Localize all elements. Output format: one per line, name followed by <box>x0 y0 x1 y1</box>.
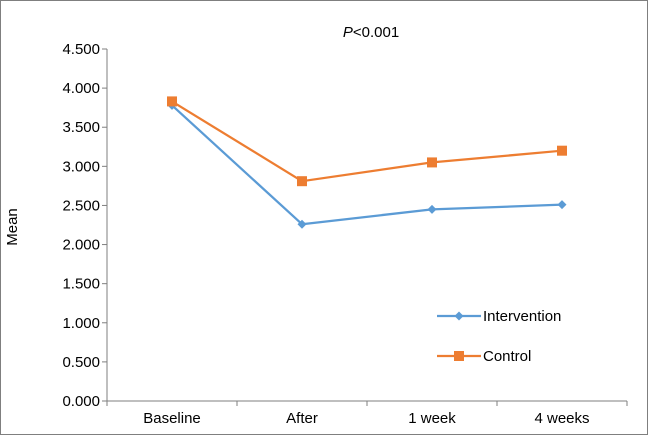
chart-title-italic: P <box>343 24 353 41</box>
control-series-line <box>171 100 563 183</box>
intervention-data-point <box>297 219 307 229</box>
control-data-point <box>557 145 567 156</box>
intervention-data-point <box>557 200 567 210</box>
y-tick-label: 1.500 <box>62 276 100 293</box>
control-data-point <box>297 176 307 187</box>
y-tick-label: 3.500 <box>62 119 100 136</box>
x-tick-label: 4 weeks <box>534 410 589 427</box>
control-legend-swatch-marker <box>454 351 464 361</box>
y-tick-label: 0.500 <box>62 354 100 371</box>
intervention-legend-swatch-marker <box>454 311 464 321</box>
x-tick-label: After <box>286 410 318 427</box>
y-axis-label: Mean <box>4 208 21 246</box>
chart-title-rest: <0.001 <box>353 24 399 41</box>
intervention-series-line <box>171 104 563 226</box>
x-tick-label: 1 week <box>408 410 456 427</box>
intervention-legend-label: Intervention <box>483 308 561 325</box>
intervention-data-point <box>427 204 437 214</box>
y-tick-label: 0.000 <box>62 393 100 410</box>
y-tick-label: 3.000 <box>62 158 100 175</box>
y-tick-label: 4.000 <box>62 80 100 97</box>
control-data-point <box>427 157 437 168</box>
control-legend-label: Control <box>483 348 531 365</box>
y-tick-label: 2.000 <box>62 237 100 254</box>
y-tick-label: 1.000 <box>62 315 100 332</box>
x-tick-label: Baseline <box>143 410 201 427</box>
y-tick-label: 4.500 <box>62 41 100 58</box>
control-data-point <box>167 96 177 107</box>
chart-title: P<0.001 <box>343 24 399 41</box>
y-tick-label: 2.500 <box>62 197 100 214</box>
